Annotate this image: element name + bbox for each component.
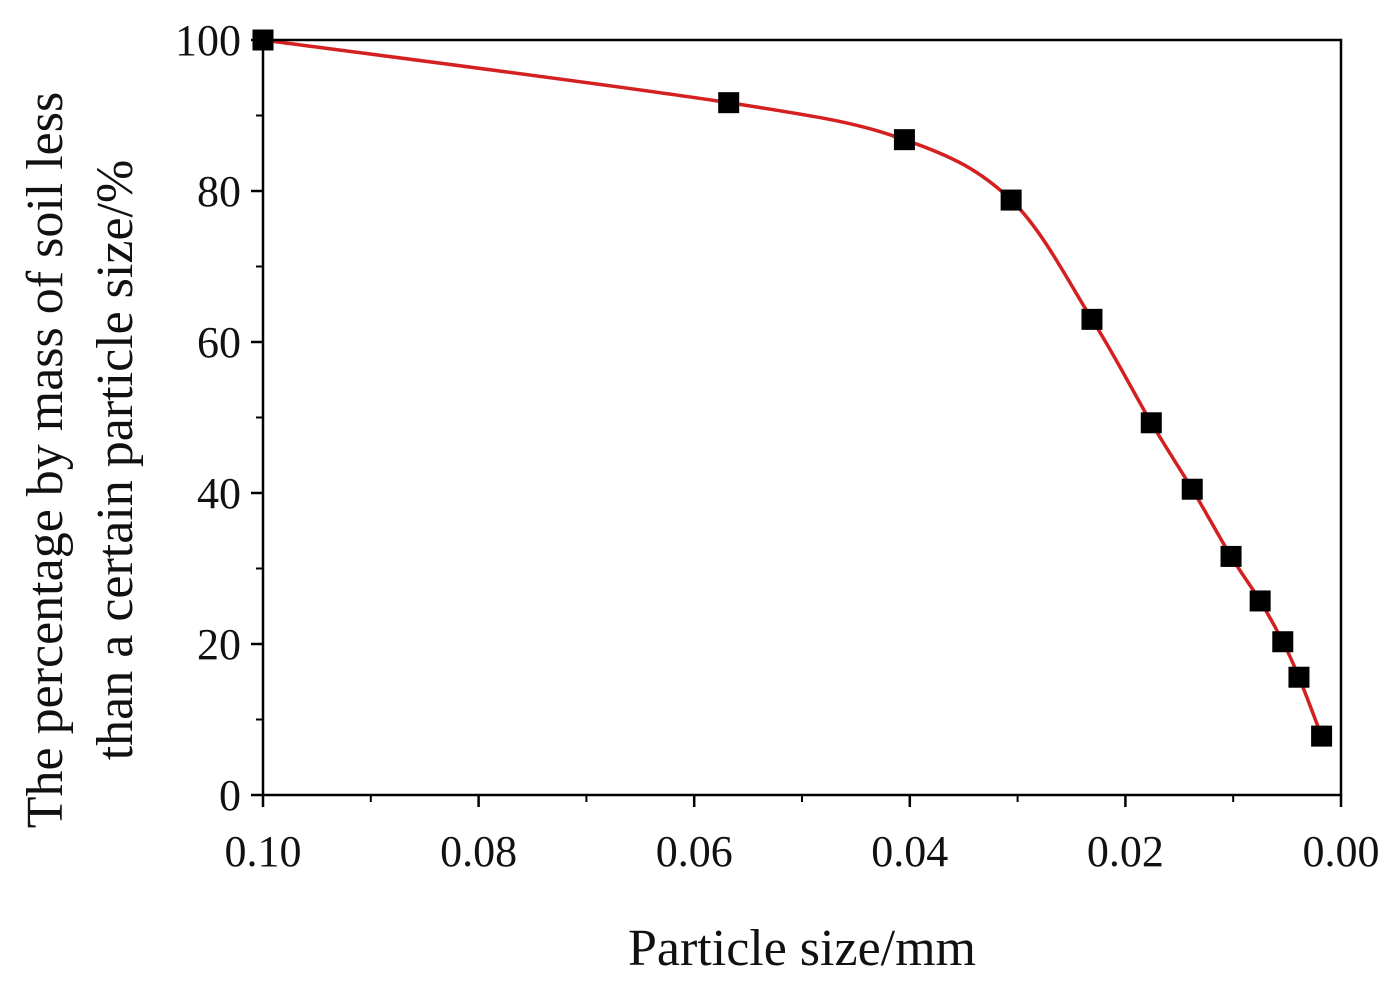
series-line bbox=[262, 38, 1324, 737]
y-tick-label: 80 bbox=[197, 167, 241, 216]
data-point bbox=[1311, 725, 1333, 747]
x-tick-label: 0.06 bbox=[656, 827, 733, 876]
data-point bbox=[1288, 666, 1310, 688]
x-tick-label: 0.04 bbox=[871, 827, 948, 876]
data-point bbox=[1249, 590, 1271, 612]
x-tick-label: 0.00 bbox=[1303, 827, 1380, 876]
plot-frame bbox=[261, 38, 1343, 797]
data-point bbox=[1000, 189, 1022, 211]
y-tick-label: 100 bbox=[175, 16, 241, 65]
data-point bbox=[1220, 545, 1242, 567]
tick-labels: 0.10 0.08 0.06 0.04 0.02 0.00 0 20 40 60 80 100 bbox=[175, 16, 1380, 876]
series-0-line bbox=[262, 38, 1324, 737]
x-tick-label: 0.02 bbox=[1087, 827, 1164, 876]
data-point bbox=[1081, 308, 1103, 330]
data-points bbox=[252, 29, 1333, 747]
data-point bbox=[893, 129, 915, 151]
data-point bbox=[718, 92, 740, 114]
y-tick-label: 40 bbox=[197, 469, 241, 518]
y-tick-label: 0 bbox=[219, 771, 241, 820]
y-tick-label: 60 bbox=[197, 318, 241, 367]
y-tick-label: 20 bbox=[197, 620, 241, 669]
y-axis-title-line-2: than a certain particle size/% bbox=[87, 160, 144, 761]
y-axis-title-line-1: The percentage by mass of soil less bbox=[17, 92, 74, 828]
x-tick-label: 0.10 bbox=[225, 827, 302, 876]
x-axis-title: Particle size/mm bbox=[628, 920, 976, 977]
data-point bbox=[1272, 631, 1294, 653]
x-tick-label: 0.08 bbox=[440, 827, 517, 876]
data-point bbox=[1140, 412, 1162, 434]
data-point bbox=[1181, 478, 1203, 500]
y-axis-title: The percentage by mass of soil less than… bbox=[17, 92, 144, 828]
axis-ticks bbox=[251, 38, 1343, 807]
